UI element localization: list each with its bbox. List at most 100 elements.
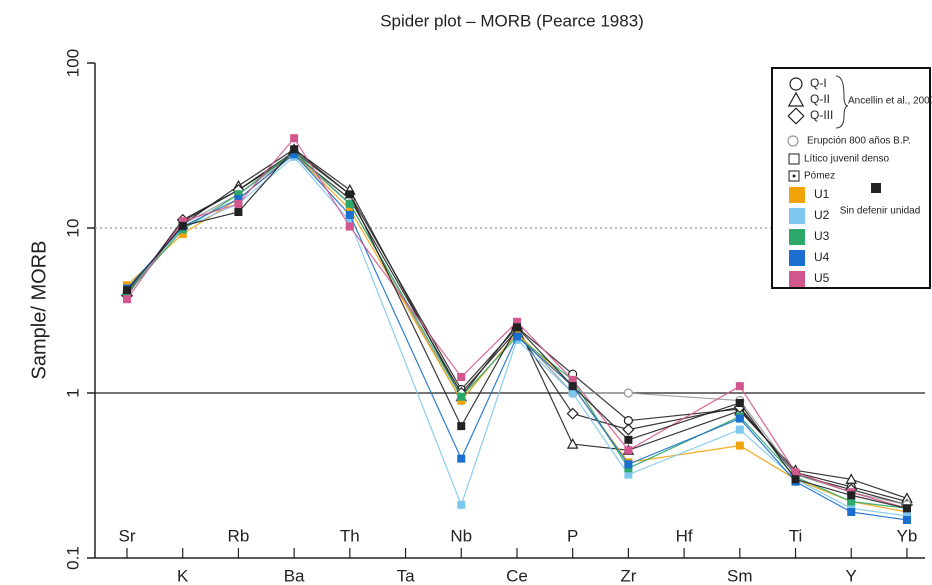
plot-area: 0.1 1 10 100 Sr K Rb Ba Th Ta Nb Ce P Zr Hf Sm Ti Y Yb [63, 49, 925, 585]
x-tick-label: Ta [397, 566, 416, 585]
data-point [566, 438, 579, 449]
data-point [735, 425, 744, 434]
data-point [735, 441, 744, 450]
y-axis-label: Sample/ MORB [28, 241, 50, 380]
x-tick-label: K [177, 566, 189, 585]
data-point [847, 491, 856, 500]
legend-label: U2 [814, 208, 830, 222]
legend-marker [787, 135, 799, 147]
data-point [457, 500, 466, 509]
x-tick-label: Ce [506, 566, 528, 585]
legend-annotation: Ancellin et al., 2007 [848, 96, 932, 107]
data-point [345, 222, 354, 231]
data-point [566, 407, 579, 420]
legend-label: Q-II [810, 92, 830, 106]
data-point [624, 460, 633, 469]
data-point [847, 508, 856, 517]
legend-marker [871, 183, 881, 193]
x-tick-label: Y [846, 566, 857, 585]
data-point [568, 389, 577, 397]
legend-marker [789, 271, 805, 287]
data-point [622, 423, 635, 436]
legend-label: Pómez [804, 171, 835, 182]
data-point [178, 217, 187, 226]
data-point [568, 382, 577, 391]
chart-title: Spider plot – MORB (Pearce 1983) [380, 11, 644, 30]
data-point [512, 323, 521, 332]
legend-label: U5 [814, 271, 830, 285]
data-point [345, 217, 354, 226]
y-tick-label: 0.1 [63, 546, 82, 570]
legend: Ancellin et al., 2007 Q-I Q-II Q-III Erupci… [771, 67, 932, 289]
data-point [457, 392, 466, 401]
legend-marker [792, 174, 796, 178]
legend-label: Sin defenir unidad [840, 206, 921, 217]
data-point [791, 468, 800, 477]
data-point [845, 473, 858, 484]
legend-marker [789, 250, 805, 266]
x-tick-label: Sr [119, 526, 136, 545]
data-point [234, 190, 243, 199]
y-tick-label: 10 [63, 219, 82, 238]
data-point [345, 210, 354, 219]
x-tick-label: Ti [789, 526, 803, 545]
x-tick-label: Hf [676, 526, 693, 545]
legend-marker [789, 229, 805, 245]
legend-label: Q-I [810, 76, 827, 90]
data-point [624, 435, 633, 444]
data-point [178, 229, 187, 238]
legend-label: U1 [814, 187, 830, 201]
legend-label: Lítico juvenil denso [804, 154, 889, 165]
data-point [735, 398, 744, 407]
legend-marker [789, 187, 805, 203]
data-point [623, 416, 633, 426]
data-point [457, 454, 466, 463]
data-point [345, 205, 354, 214]
x-tick-label: Th [340, 526, 360, 545]
x-tick-label: Yb [897, 526, 918, 545]
y-tick-label: 1 [63, 388, 82, 397]
data-point [735, 382, 744, 391]
data-point [512, 332, 521, 341]
legend-marker [789, 208, 805, 224]
data-point [290, 150, 299, 159]
data-point [735, 414, 744, 423]
legend-label: Erupción 800 años B.P. [807, 136, 911, 147]
data-point [623, 388, 633, 398]
data-point [123, 295, 131, 304]
legend-brace [835, 75, 849, 129]
legend-marker [789, 77, 803, 91]
legend-marker [788, 153, 800, 165]
data-point [568, 375, 577, 384]
data-point [345, 190, 354, 199]
data-point [902, 504, 911, 513]
legend-label: Q-III [810, 108, 833, 122]
data-point [290, 145, 299, 154]
legend-label: U4 [814, 250, 830, 264]
x-tick-label: Nb [450, 526, 472, 545]
legend-marker [787, 107, 805, 125]
x-tick-label: Zr [620, 566, 636, 585]
y-tick-label: 100 [63, 49, 82, 77]
data-point [902, 515, 911, 524]
data-point [345, 199, 354, 208]
data-point [457, 373, 466, 382]
x-tick-label: Rb [228, 526, 250, 545]
data-point [123, 286, 131, 295]
data-point [457, 422, 466, 431]
x-tick-label: Ba [284, 566, 305, 585]
data-point [847, 497, 856, 506]
x-tick-label: P [567, 526, 578, 545]
data-point [512, 317, 521, 326]
legend-marker [787, 91, 805, 107]
data-point [791, 475, 800, 484]
data-point [624, 446, 633, 455]
data-point [234, 208, 243, 217]
data-point [234, 199, 243, 208]
data-point [178, 221, 187, 230]
legend-label: U3 [814, 229, 830, 243]
data-point [290, 134, 299, 143]
data-point [624, 470, 633, 479]
